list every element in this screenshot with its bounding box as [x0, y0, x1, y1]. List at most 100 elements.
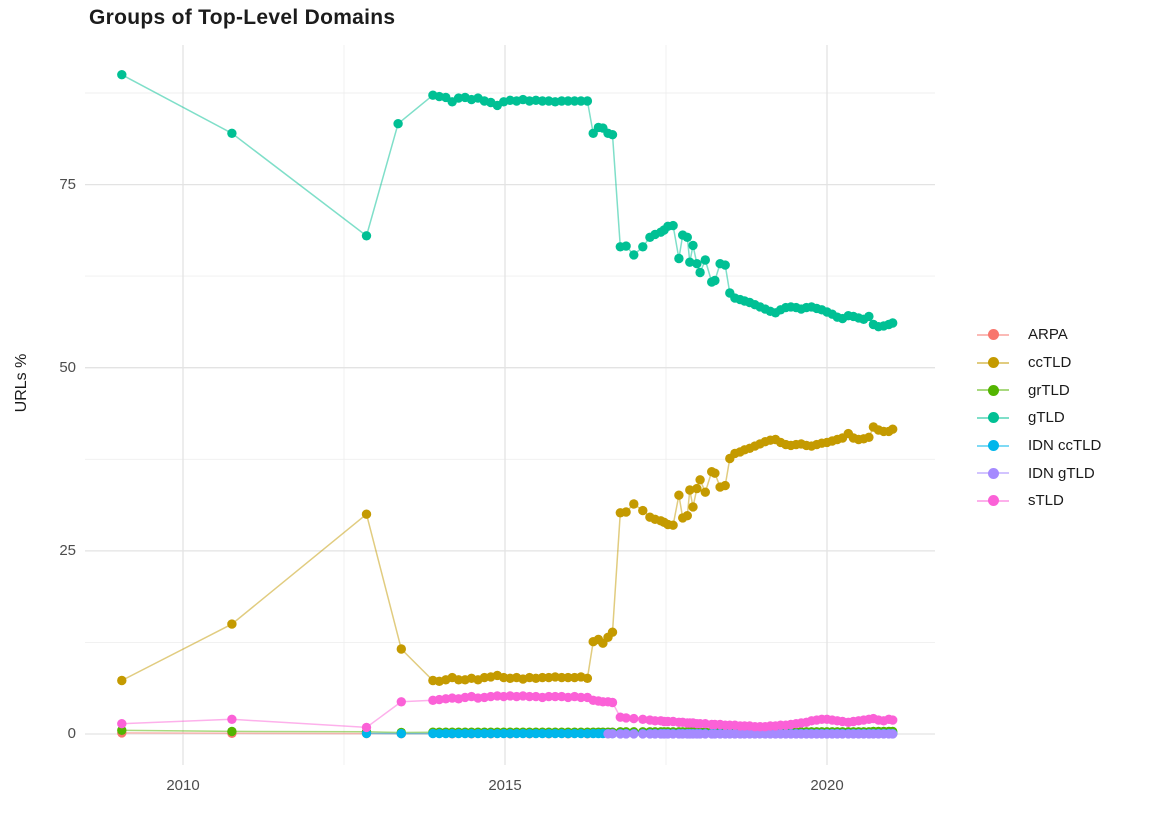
legend-key-icon [977, 440, 1009, 452]
legend-label: sTLD [1028, 492, 1064, 510]
legend-key-icon [977, 329, 1009, 341]
legend: ARPA ccTLD grTLD gTLD IDN ccTLD IDN gTLD sTLD [977, 321, 1101, 515]
data-point [563, 96, 573, 106]
x-tick-label: 2020 [810, 777, 844, 794]
data-point [396, 697, 406, 707]
series-line-gtld [121, 74, 893, 328]
data-point [682, 511, 692, 521]
data-point [499, 728, 509, 739]
data-point [638, 505, 648, 516]
data-point [700, 487, 710, 497]
x-tick-label: 2015 [488, 777, 522, 794]
series-line-cctld [121, 425, 894, 683]
data-point [674, 253, 684, 264]
data-point [629, 729, 639, 739]
data-point [621, 241, 631, 251]
data-point [434, 728, 444, 739]
data-point [685, 485, 695, 495]
data-point [117, 719, 127, 729]
data-point [227, 726, 237, 737]
data-point [710, 275, 720, 286]
data-point [695, 267, 705, 278]
series-idn-gtld [603, 729, 898, 739]
data-point [888, 424, 898, 434]
data-point [682, 232, 692, 242]
series-cctld [117, 422, 898, 686]
data-point [668, 520, 678, 530]
legend-key-icon [977, 467, 1009, 479]
data-point [518, 728, 528, 739]
data-point [638, 242, 648, 252]
legend-label: IDN ccTLD [1028, 437, 1102, 455]
data-point [688, 502, 698, 512]
data-point [688, 240, 698, 251]
data-point [888, 318, 898, 328]
data-point [227, 714, 237, 724]
data-point [629, 250, 639, 260]
legend-key-icon [977, 384, 1009, 396]
legend-label: gTLD [1028, 409, 1065, 427]
data-point [117, 70, 127, 80]
data-point [629, 713, 639, 724]
legend-item-stld: sTLD [977, 487, 1101, 515]
legend-item-cctld: ccTLD [977, 349, 1101, 377]
data-point [361, 231, 372, 241]
data-point [453, 728, 464, 739]
data-point [117, 675, 127, 686]
data-point [674, 490, 684, 500]
data-point [888, 729, 898, 739]
data-point [117, 725, 127, 735]
legend-key-icon [977, 412, 1009, 424]
legend-item-idn-gtld: IDN gTLD [977, 459, 1101, 487]
data-point [466, 728, 477, 739]
series-stld [117, 691, 898, 733]
data-point [396, 644, 406, 654]
y-tick-label: 25 [59, 541, 76, 559]
data-point [668, 220, 678, 231]
data-point [531, 728, 541, 739]
data-point [607, 627, 618, 637]
data-point [607, 697, 618, 708]
data-point [563, 672, 573, 683]
data-point [486, 728, 496, 739]
data-point [685, 257, 695, 267]
data-point [720, 260, 730, 270]
data-point [582, 96, 593, 106]
data-point [550, 691, 560, 702]
data-point [700, 255, 710, 265]
legend-label: grTLD [1028, 381, 1070, 399]
data-point [361, 722, 372, 733]
legend-item-idn-cctld: IDN ccTLD [977, 432, 1101, 460]
data-point [621, 729, 631, 739]
data-point [227, 128, 237, 138]
legend-item-grtld: grTLD [977, 376, 1101, 404]
data-point [720, 480, 730, 491]
data-point [607, 130, 618, 140]
series-gtld [117, 70, 898, 332]
legend-label: IDN gTLD [1028, 464, 1095, 482]
data-point [582, 673, 593, 683]
data-point [692, 259, 702, 269]
data-point [864, 311, 874, 322]
data-point [638, 714, 648, 724]
y-tick-label: 0 [67, 725, 76, 742]
legend-key-icon [977, 495, 1009, 507]
data-point [396, 728, 406, 739]
legend-item-arpa: ARPA [977, 321, 1101, 349]
data-point [563, 728, 573, 739]
legend-key-icon [977, 357, 1009, 369]
data-point [607, 729, 618, 739]
data-point [621, 713, 631, 723]
legend-item-gtld: gTLD [977, 404, 1101, 432]
legend-label: ccTLD [1028, 354, 1072, 372]
data-point [695, 475, 705, 485]
data-point [393, 119, 403, 129]
data-point [692, 483, 702, 494]
data-point [453, 675, 464, 685]
chart-title: Groups of Top-Level Domains [89, 6, 396, 29]
data-point [888, 715, 898, 725]
data-point [638, 729, 648, 739]
data-point [550, 728, 560, 739]
